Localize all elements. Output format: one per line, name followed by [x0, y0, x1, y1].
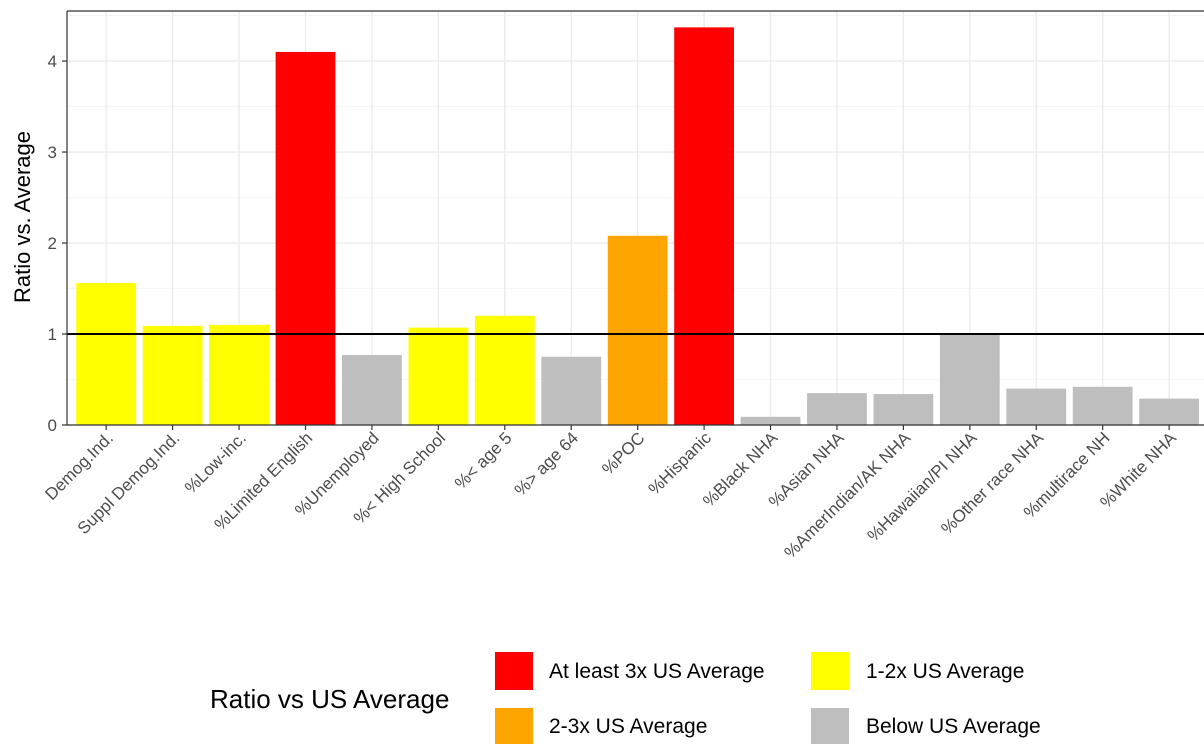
- legend: Ratio vs US Average At least 3x US Avera…: [210, 652, 1041, 744]
- y-tick-label: 2: [48, 234, 57, 253]
- y-tick-label: 0: [48, 416, 57, 435]
- x-tick-label: %POC: [598, 428, 648, 478]
- x-tick-label: %< age 5: [451, 428, 516, 493]
- x-tick-label: %Hispanic: [645, 428, 716, 499]
- x-tick-label: %Low-inc.: [181, 428, 250, 497]
- bar: [1006, 388, 1067, 425]
- y-tick-label: 4: [48, 52, 57, 71]
- x-tick-label: %Hawaiian/PI NHA: [864, 428, 981, 545]
- legend-label: 2-3x US Average: [549, 715, 707, 738]
- axes: [66, 10, 1204, 426]
- bar: [541, 356, 602, 425]
- bar: [674, 27, 734, 425]
- legend-key: [811, 708, 849, 744]
- bar: [474, 315, 535, 425]
- y-tick-label: 1: [48, 325, 57, 344]
- bar: [939, 334, 1000, 425]
- legend-title: Ratio vs US Average: [210, 684, 449, 714]
- bar: [740, 416, 801, 425]
- bar: [807, 393, 867, 425]
- bar: [76, 283, 137, 425]
- legend-key: [811, 652, 849, 690]
- bar: [342, 354, 402, 425]
- y-tick-label: 3: [48, 143, 57, 162]
- y-ticks: 0 1 2 3 4: [48, 52, 67, 435]
- x-tick-label: %> age 64: [511, 428, 582, 499]
- bar: [142, 325, 203, 425]
- y-axis-title: Ratio vs. Average: [10, 131, 35, 303]
- x-ticks: Demog.Ind.Suppl Demog.Ind.%Low-inc.%Limi…: [41, 425, 1180, 562]
- bar: [408, 327, 469, 425]
- bar: [209, 324, 269, 425]
- bar: [1139, 398, 1200, 425]
- legend-key: [495, 652, 533, 690]
- bars: [76, 27, 1200, 425]
- legend-label: At least 3x US Average: [549, 660, 765, 683]
- bar: [607, 235, 668, 425]
- bar: [873, 394, 934, 425]
- x-tick-label: %AmerIndian/AK NHA: [781, 428, 915, 562]
- legend-label: 1-2x US Average: [866, 660, 1024, 683]
- bar: [1072, 386, 1133, 425]
- bar: [275, 51, 336, 425]
- legend-label: Below US Average: [866, 715, 1041, 738]
- legend-key: [495, 708, 533, 744]
